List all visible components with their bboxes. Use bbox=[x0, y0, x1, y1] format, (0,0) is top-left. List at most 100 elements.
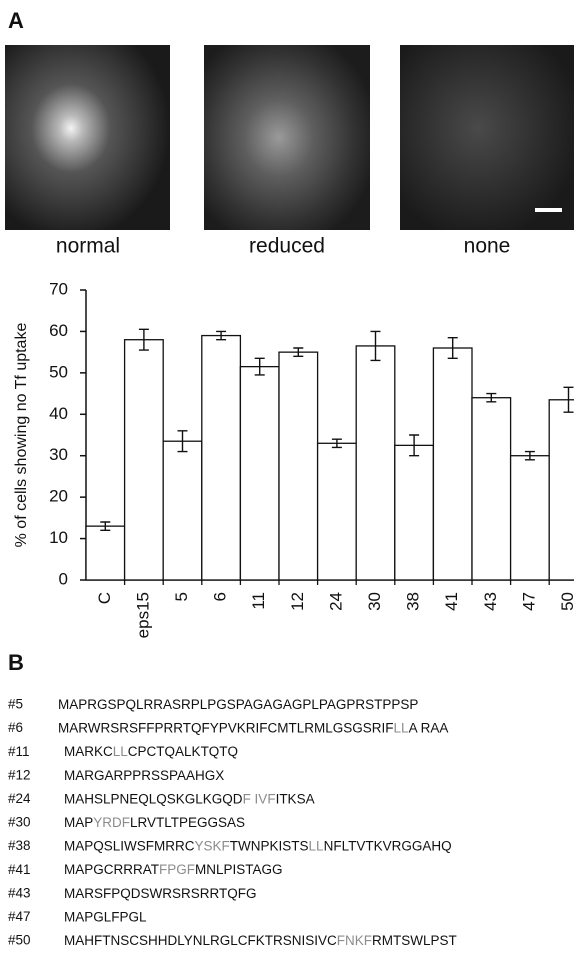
y-tick-label: 10 bbox=[49, 528, 68, 547]
sequence-segment: A RAA bbox=[409, 720, 449, 735]
error-bar bbox=[447, 336, 458, 360]
image-caption: reduced bbox=[249, 235, 325, 258]
sequence: MAPQSLIWSFMRRCYSKFTWNPKISTSLLNFLTVTKVRGG… bbox=[64, 838, 452, 853]
error-bar bbox=[177, 430, 188, 453]
bar bbox=[278, 351, 319, 581]
y-tick-label: 60 bbox=[49, 321, 68, 340]
error-bar bbox=[293, 347, 304, 357]
error-bar bbox=[254, 357, 265, 376]
sequence-id: #38 bbox=[8, 838, 31, 853]
y-tick-label: 40 bbox=[49, 404, 68, 423]
motif: FPGF bbox=[159, 862, 195, 877]
x-tick-label: 12 bbox=[288, 592, 307, 611]
sequence-id: #6 bbox=[8, 720, 23, 735]
x-tick-label: 43 bbox=[481, 592, 500, 611]
sequence-segment: MAPQSLIWSFMRRC bbox=[64, 838, 195, 853]
sequence: MARKCLLCPCTQALKTQTQ bbox=[64, 744, 238, 759]
bar bbox=[355, 345, 396, 581]
motif: FNKF bbox=[337, 933, 372, 948]
sequence-id: #11 bbox=[8, 744, 30, 759]
bar bbox=[85, 525, 126, 581]
sequence-id: #30 bbox=[8, 815, 31, 830]
bar bbox=[201, 334, 242, 581]
sequence-segment: MAHSLPNEQLQSKGLKGQD bbox=[64, 791, 243, 806]
image-caption: normal bbox=[56, 235, 120, 258]
sequence-segment: MAPRGSPQLRRASRPLPGSPAGAGAGPLPAGPRSTPPSP bbox=[58, 697, 418, 712]
sequence-segment: LRVTLTPEGGSAS bbox=[130, 815, 245, 830]
y-tick-label: 30 bbox=[49, 445, 68, 464]
sequence-segment: MNLPISTAGG bbox=[195, 862, 283, 877]
error-bar bbox=[524, 450, 535, 461]
sequence-segment: MAPGLFPGL bbox=[64, 909, 147, 924]
x-tick-label: eps15 bbox=[133, 592, 152, 638]
error-bar bbox=[216, 330, 227, 341]
y-tick-label: 70 bbox=[49, 279, 68, 298]
y-tick-label: 0 bbox=[59, 569, 68, 588]
micrograph bbox=[5, 45, 170, 230]
sequence-id: #50 bbox=[8, 933, 31, 948]
y-tick-label: 20 bbox=[49, 487, 68, 506]
sequence: MARGARPPRSSPAAHGX bbox=[64, 767, 224, 782]
bar bbox=[548, 399, 574, 581]
bar bbox=[123, 339, 164, 581]
bar bbox=[239, 365, 280, 581]
sequence-id: #24 bbox=[8, 791, 31, 806]
sequence-segment: ITKSA bbox=[276, 791, 315, 806]
x-tick-label: 50 bbox=[558, 592, 574, 611]
sequence-id: #5 bbox=[8, 697, 23, 712]
x-tick-label: 47 bbox=[519, 592, 538, 611]
error-bar bbox=[409, 434, 420, 457]
bar bbox=[509, 455, 550, 581]
motif: LL bbox=[394, 720, 410, 735]
motif: YSKF bbox=[195, 838, 230, 853]
sequence-id: #43 bbox=[8, 885, 31, 900]
error-bar bbox=[370, 330, 381, 362]
x-tick-label: 38 bbox=[404, 592, 423, 611]
sequence-id: #12 bbox=[8, 767, 31, 782]
sequence: MAPGLFPGL bbox=[64, 909, 147, 924]
y-tick-label: 50 bbox=[49, 362, 68, 381]
motif: F IVF bbox=[243, 791, 276, 806]
sequence: MAPRGSPQLRRASRPLPGSPAGAGAGPLPAGPRSTPPSP bbox=[58, 697, 418, 712]
sequence: MAPGCRRRATFPGFMNLPISTAGG bbox=[64, 862, 283, 877]
sequence-segment: MARSFPQDSWRSRSRRTQFG bbox=[64, 885, 257, 900]
sequence-id: #41 bbox=[8, 862, 31, 877]
sequence-segment: TWNPKISTS bbox=[230, 838, 309, 853]
x-tick-label: 11 bbox=[249, 592, 268, 610]
motif: YRDF bbox=[93, 815, 130, 830]
bar bbox=[316, 442, 357, 581]
sequence: MARWRSRSFFPRRTQFYPVKRIFCMTLRMLGSGSRIFLLA… bbox=[58, 720, 448, 735]
error-bar bbox=[486, 392, 497, 403]
sequence: MAPYRDFLRVTLTPEGGSAS bbox=[64, 815, 245, 830]
error-bar bbox=[138, 328, 149, 351]
sequence: MARSFPQDSWRSRSRRTQFG bbox=[64, 885, 257, 900]
bar bbox=[432, 347, 473, 581]
image-caption: none bbox=[464, 235, 511, 258]
scale-bar bbox=[535, 208, 562, 212]
sequence-segment: RMTSWLPST bbox=[372, 933, 457, 948]
y-axis-label: % of cells showing no Tf uptake bbox=[13, 323, 30, 548]
x-tick-label: 30 bbox=[365, 592, 384, 611]
x-tick-label: 6 bbox=[211, 592, 230, 601]
panel-label: B bbox=[8, 650, 24, 675]
bar bbox=[162, 440, 203, 581]
x-tick-label: 41 bbox=[442, 592, 461, 611]
x-tick-label: 24 bbox=[326, 592, 345, 611]
motif: LL bbox=[309, 838, 325, 853]
sequence-id: #47 bbox=[8, 909, 31, 924]
bar bbox=[394, 444, 435, 581]
sequence-segment: NFLTVTKVRGGAHQ bbox=[324, 838, 452, 853]
x-tick-label: 5 bbox=[172, 592, 191, 601]
sequence-segment: MARWRSRSFFPRRTQFYPVKRIFCMTLRMLGSGSRIF bbox=[58, 720, 394, 735]
sequence-segment: MAP bbox=[64, 815, 93, 830]
sequence-segment: MARKC bbox=[64, 744, 113, 759]
panel-label: A bbox=[8, 8, 24, 33]
sequence: MAHSLPNEQLQSKGLKGQDF IVFITKSA bbox=[64, 791, 315, 806]
bar bbox=[471, 397, 512, 581]
sequence-segment: MAPGCRRRAT bbox=[64, 862, 159, 877]
micrograph bbox=[400, 45, 574, 230]
motif: LL bbox=[113, 744, 129, 759]
error-bar bbox=[100, 521, 111, 531]
